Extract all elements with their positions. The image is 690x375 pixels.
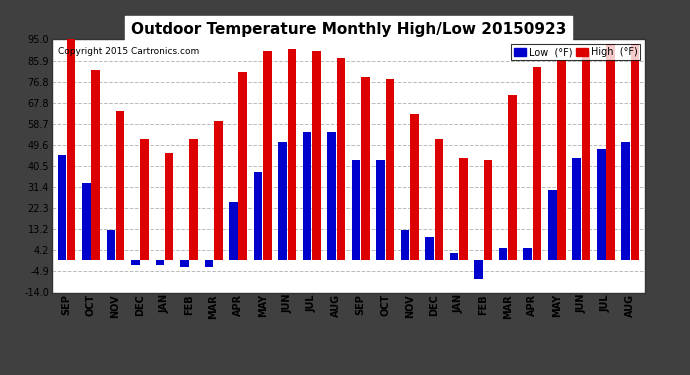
Bar	[327, 132, 336, 260]
Bar	[214, 121, 223, 260]
Bar	[622, 141, 630, 260]
Bar	[57, 156, 66, 260]
Bar	[205, 260, 213, 267]
Bar	[180, 260, 188, 267]
Title: Outdoor Temperature Monthly High/Low 20150923: Outdoor Temperature Monthly High/Low 201…	[131, 22, 566, 37]
Bar	[312, 51, 321, 260]
Bar	[533, 67, 542, 260]
Bar	[254, 172, 262, 260]
Bar	[582, 51, 591, 260]
Bar	[131, 260, 139, 265]
Bar	[165, 153, 173, 260]
Bar	[91, 70, 100, 260]
Bar	[425, 237, 434, 260]
Bar	[631, 44, 640, 260]
Bar	[303, 132, 311, 260]
Bar	[548, 190, 557, 260]
Bar	[386, 79, 394, 260]
Bar	[229, 202, 238, 260]
Bar	[607, 44, 615, 260]
Legend: Low  (°F), High  (°F): Low (°F), High (°F)	[511, 44, 640, 60]
Bar	[67, 39, 75, 260]
Bar	[474, 260, 483, 279]
Bar	[410, 114, 419, 260]
Bar	[484, 160, 492, 260]
Bar	[288, 49, 296, 260]
Bar	[263, 51, 272, 260]
Bar	[239, 72, 247, 260]
Bar	[459, 158, 468, 260]
Bar	[376, 160, 385, 260]
Text: Copyright 2015 Cartronics.com: Copyright 2015 Cartronics.com	[58, 47, 199, 56]
Bar	[140, 139, 149, 260]
Bar	[524, 248, 532, 260]
Bar	[401, 230, 409, 260]
Bar	[337, 58, 345, 260]
Bar	[509, 95, 517, 260]
Bar	[190, 139, 198, 260]
Bar	[116, 111, 124, 260]
Bar	[450, 253, 458, 260]
Bar	[106, 230, 115, 260]
Bar	[558, 60, 566, 260]
Bar	[435, 139, 443, 260]
Bar	[573, 158, 581, 260]
Bar	[278, 141, 287, 260]
Bar	[156, 260, 164, 265]
Bar	[499, 248, 507, 260]
Bar	[352, 160, 360, 260]
Bar	[361, 76, 370, 260]
Bar	[597, 148, 606, 260]
Bar	[82, 183, 90, 260]
